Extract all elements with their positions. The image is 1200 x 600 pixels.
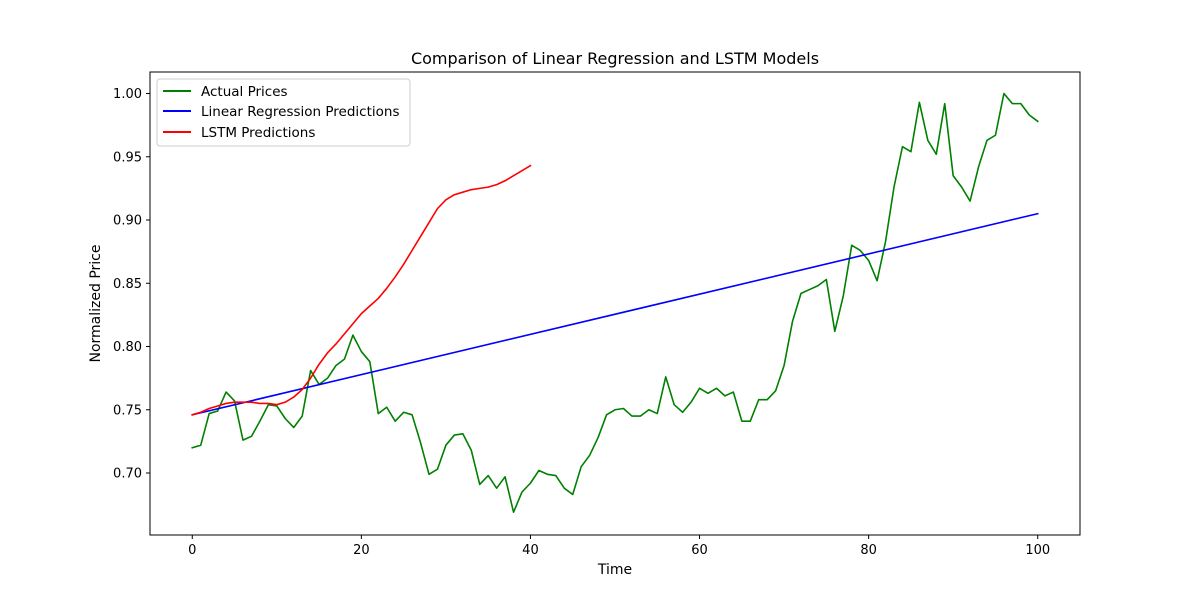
legend-label-actual: Actual Prices bbox=[201, 84, 288, 100]
series-layer bbox=[191, 92, 1039, 514]
y-axis: 0.70 0.75 0.80 0.85 0.90 0.95 1.00 bbox=[113, 87, 150, 482]
x-tick-label: 80 bbox=[860, 543, 877, 558]
legend-label-lstm: LSTM Predictions bbox=[201, 125, 315, 141]
y-tick-label: 0.75 bbox=[113, 403, 142, 418]
x-tick-label: 40 bbox=[522, 543, 539, 558]
y-tick-label: 0.70 bbox=[113, 467, 142, 482]
x-tick-label: 100 bbox=[1025, 543, 1050, 558]
chart-title: Comparison of Linear Regression and LSTM… bbox=[411, 49, 819, 68]
x-axis-label: Time bbox=[597, 562, 632, 578]
legend-label-linear: Linear Regression Predictions bbox=[201, 104, 399, 120]
y-tick-label: 0.95 bbox=[113, 150, 142, 165]
x-tick-label: 0 bbox=[188, 543, 196, 558]
plot-area bbox=[149, 71, 1081, 536]
y-tick-label: 0.80 bbox=[113, 340, 142, 355]
legend-box bbox=[156, 78, 411, 147]
series-line-linear-regression-predictions bbox=[191, 212, 1039, 416]
y-axis-label: Normalized Price bbox=[88, 245, 104, 363]
series-line-actual-prices bbox=[191, 92, 1039, 514]
x-tick-label: 20 bbox=[353, 543, 370, 558]
plot-frame bbox=[149, 71, 1081, 536]
legend: Actual Prices Linear Regression Predicti… bbox=[156, 78, 411, 147]
y-tick-label: 1.00 bbox=[113, 87, 142, 102]
y-tick-label: 0.85 bbox=[113, 277, 142, 292]
x-tick-label: 60 bbox=[691, 543, 708, 558]
series-line-lstm-predictions bbox=[191, 164, 532, 416]
y-tick-label: 0.90 bbox=[113, 214, 142, 229]
x-axis: 0 20 40 60 80 100 bbox=[188, 535, 1050, 558]
